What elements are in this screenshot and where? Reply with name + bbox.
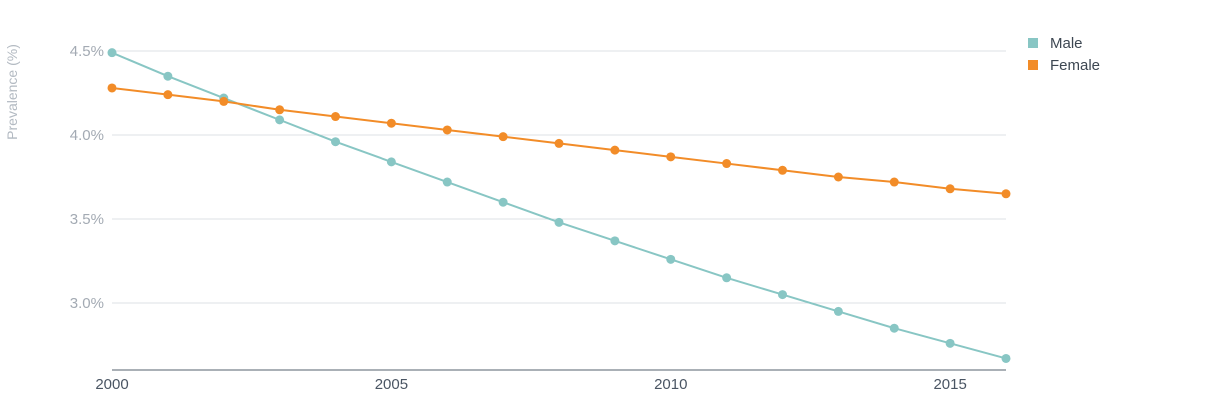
x-tick-labels: 2000 2005 2010 2015 <box>95 376 967 393</box>
data-point-female[interactable] <box>889 177 899 187</box>
data-point-male[interactable] <box>1001 353 1011 363</box>
data-point-male[interactable] <box>163 71 173 81</box>
legend-item-male[interactable]: Male <box>1028 32 1100 54</box>
data-point-female[interactable] <box>442 125 452 135</box>
legend-item-female[interactable]: Female <box>1028 54 1100 76</box>
legend-label-female: Female <box>1050 56 1101 74</box>
data-point-male[interactable] <box>442 177 452 187</box>
data-point-female[interactable] <box>833 172 843 182</box>
x-tick-label: 2015 <box>933 376 966 393</box>
data-point-male[interactable] <box>610 236 620 246</box>
x-tick-label: 2000 <box>95 376 128 393</box>
gridlines <box>112 50 1006 304</box>
data-point-male[interactable] <box>554 217 564 227</box>
data-point-male[interactable] <box>722 273 732 283</box>
data-point-male[interactable] <box>778 290 787 300</box>
data-point-female[interactable] <box>554 138 564 148</box>
legend-swatch-female <box>1028 60 1038 70</box>
y-tick-label: 3.5% <box>70 211 104 228</box>
data-point-female[interactable] <box>945 184 955 194</box>
data-point-male[interactable] <box>331 137 340 147</box>
y-tick-labels: 3.0% 3.5% 4.0% 4.5% <box>70 43 104 312</box>
series-group <box>107 48 1011 363</box>
x-tick-label: 2005 <box>375 376 408 393</box>
data-point-male[interactable] <box>889 323 899 333</box>
y-tick-label: 3.0% <box>70 295 104 312</box>
data-point-male[interactable] <box>275 115 285 125</box>
data-point-female[interactable] <box>163 90 173 100</box>
data-point-female[interactable] <box>722 159 732 169</box>
series-line-male <box>111 51 1007 360</box>
data-point-male[interactable] <box>386 157 396 167</box>
data-point-male[interactable] <box>945 338 955 348</box>
data-point-female[interactable] <box>498 132 508 142</box>
data-point-male[interactable] <box>666 254 676 264</box>
y-axis-label: Prevalence (%) <box>4 44 20 140</box>
data-point-female[interactable] <box>610 145 620 155</box>
data-point-female[interactable] <box>107 83 117 93</box>
y-tick-label: 4.0% <box>70 127 104 144</box>
data-point-female[interactable] <box>666 152 676 162</box>
legend: Male Female <box>1028 32 1100 76</box>
data-point-female[interactable] <box>275 105 285 115</box>
x-tick-label: 2010 <box>654 376 687 393</box>
data-point-female[interactable] <box>219 96 229 106</box>
legend-swatch-male <box>1028 38 1038 48</box>
data-point-female[interactable] <box>331 112 340 122</box>
data-point-male[interactable] <box>107 48 117 58</box>
data-point-male[interactable] <box>498 197 508 207</box>
data-point-female[interactable] <box>1001 189 1011 199</box>
data-point-male[interactable] <box>833 306 843 316</box>
data-point-female[interactable] <box>778 165 787 175</box>
data-point-female[interactable] <box>386 118 396 128</box>
y-tick-label: 4.5% <box>70 43 104 60</box>
legend-label-male: Male <box>1050 34 1083 52</box>
